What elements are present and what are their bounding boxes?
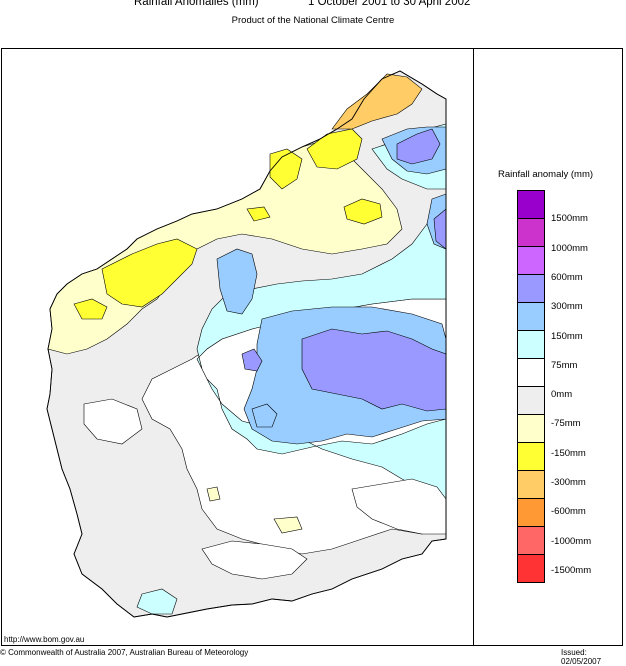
footer-copyright: © Commonwealth of Australia 2007, Austra… (0, 648, 248, 657)
legend-swatch (517, 526, 545, 555)
legend-swatch (517, 554, 545, 583)
legend-label: -600mm (551, 506, 586, 518)
legend-swatch (517, 218, 545, 247)
legend-swatch (517, 246, 545, 275)
legend-label: 75mm (551, 360, 577, 372)
legend-label: 1500mm (551, 213, 588, 225)
legend-label: -300mm (551, 477, 586, 489)
legend-label: -75mm (551, 418, 581, 430)
legend-swatch (517, 498, 545, 527)
legend-swatch (517, 274, 545, 303)
legend-label: -150mm (551, 448, 586, 460)
map-title: Rainfall Anomalies (mm) (134, 0, 259, 8)
legend-label: 0mm (551, 389, 572, 401)
legend-label: 150mm (551, 331, 583, 343)
map-period: 1 October 2001 to 30 April 2002 (308, 0, 470, 8)
legend-swatch (517, 330, 545, 359)
footer-url[interactable]: http://www.bom.gov.au (4, 635, 84, 644)
map-subtitle: Product of the National Climate Centre (0, 15, 626, 26)
legend-divider (473, 48, 474, 646)
legend-swatch (517, 442, 545, 471)
legend-label: -1500mm (551, 565, 591, 577)
legend-label: -1000mm (551, 536, 591, 548)
map-header: Rainfall Anomalies (mm) 1 October 2001 t… (0, 0, 626, 48)
legend-swatch (517, 302, 545, 331)
legend-swatch (517, 190, 545, 219)
rainfall-map (2, 49, 472, 645)
legend-label: 300mm (551, 301, 583, 313)
legend-label: 1000mm (551, 243, 588, 255)
footer-issued: Issued: 02/05/2007 (561, 648, 626, 666)
legend-title: Rainfall anomaly (mm) (498, 169, 593, 180)
legend-swatch (517, 470, 545, 499)
legend-label: 600mm (551, 272, 583, 284)
legend-swatch (517, 386, 545, 415)
legend-colorbar (517, 190, 545, 583)
legend-swatch (517, 358, 545, 387)
legend-swatch (517, 414, 545, 443)
